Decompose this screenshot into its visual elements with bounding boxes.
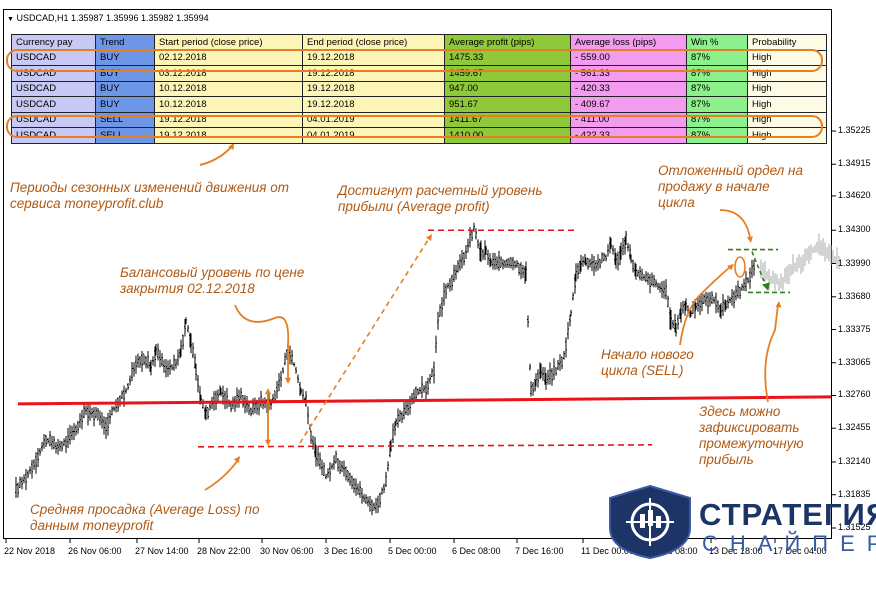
symbol-title: USDCAD,H1 1.35987 1.35996 1.35982 1.3599… <box>16 13 209 23</box>
annotation-arrows <box>199 143 782 491</box>
annotation-target: Достигнут расчетный уровень прибыли (Ave… <box>338 183 543 214</box>
highlight-buy-row <box>6 49 823 72</box>
annotation-partial-profit: Здесь можно зафиксировать промежуточную … <box>699 404 804 467</box>
cell-probability: High <box>747 127 827 144</box>
seasonal-table: Currency pay Trend Start period (close p… <box>11 34 827 144</box>
arrow-target-dashed <box>299 239 429 444</box>
arrow-avg-loss-head <box>233 456 240 463</box>
x-tick-label: 17 Dec 04:00 <box>773 546 827 556</box>
cell-probability: High <box>747 65 827 82</box>
cell-probability: High <box>747 80 827 97</box>
x-tick-label: 26 Nov 06:00 <box>68 546 122 556</box>
sniper-logo-icon <box>609 484 691 560</box>
annotation-avg-loss: Средняя просадка (Average Loss) по данны… <box>30 502 260 533</box>
y-tick-label: 1.34620 <box>838 189 871 200</box>
annotation-seasonal: Периоды сезонных изменений движения от с… <box>10 180 289 211</box>
arrow-balance <box>234 304 290 380</box>
y-tick-label: 1.32455 <box>838 422 871 433</box>
cell-win: 87% <box>686 80 748 97</box>
x-tick-label: 7 Dec 16:00 <box>515 546 564 556</box>
table-row: USDCAD BUY 10.12.2018 19.12.2018 951.67 … <box>11 96 827 113</box>
cell-start: 02.12.2018 <box>154 49 303 66</box>
chart-frame <box>3 9 832 539</box>
y-tick-label: 1.33375 <box>838 323 871 334</box>
col-currency: Currency pay <box>11 34 96 51</box>
highlight-sell-row <box>6 115 823 138</box>
y-tick-label: 1.33680 <box>838 290 871 301</box>
entry-highlight-oval <box>734 256 746 278</box>
arrow-partial-profit-head <box>775 301 782 308</box>
y-tick-label: 1.35225 <box>838 125 871 135</box>
x-tick-label: 13 Dec 18:00 <box>709 546 763 556</box>
cell-end: 04.01.2019 <box>302 127 445 144</box>
annotation-balance: Балансовый уровень по цене закрытия 02.1… <box>120 265 305 296</box>
pending-arrowhead <box>762 282 770 291</box>
cell-avg-loss: - 420.33 <box>570 80 687 97</box>
y-tick-label: 1.31525 <box>838 522 871 532</box>
arrow-pending <box>719 209 751 239</box>
x-tick-label: 27 Nov 14:00 <box>135 546 189 556</box>
y-tick-label: 1.34300 <box>838 224 871 235</box>
cell-avg-loss: - 561.33 <box>570 65 687 82</box>
cell-currency: USDCAD <box>11 127 96 144</box>
col-avg-loss: Average loss (pips) <box>570 34 687 51</box>
arrow-target-head <box>426 234 432 241</box>
annotation-pending: Отложенный ордел на продажу в начале цик… <box>658 163 803 210</box>
arrow-new-cycle-head <box>727 264 734 271</box>
cell-avg-profit: 1459.67 <box>444 65 571 82</box>
arrow-partial-profit <box>764 304 779 403</box>
cell-win: 87% <box>686 49 748 66</box>
balance-level-line <box>17 395 832 406</box>
cell-start: 10.12.2018 <box>154 80 303 97</box>
annotation-new-cycle: Начало нового цикла (SELL) <box>601 347 694 378</box>
average-loss-line <box>197 444 653 448</box>
col-win: Win % <box>686 34 748 51</box>
arrow-drawdown-down-head <box>264 439 272 446</box>
collapse-triangle-icon[interactable]: ▼ <box>7 16 14 23</box>
x-tick-label: 5 Dec 00:00 <box>388 546 437 556</box>
x-tick-label: 28 Nov 22:00 <box>197 546 251 556</box>
y-tick-label: 1.32760 <box>838 389 871 400</box>
cell-end: 19.12.2018 <box>302 96 445 113</box>
arrow-seasonal <box>199 145 233 166</box>
y-tick-label: 1.32140 <box>838 456 871 466</box>
arrow-pending-head <box>746 236 753 243</box>
level-lines <box>17 229 832 448</box>
y-tick-label: 1.31835 <box>838 488 871 499</box>
col-end: End period (close price) <box>302 34 445 51</box>
cell-end: 19.12.2018 <box>302 80 445 97</box>
logo-title: СТРАТЕГИЯ <box>699 497 876 532</box>
col-trend: Trend <box>95 34 155 51</box>
arrow-balance-head <box>284 377 292 384</box>
cell-start: 19.12.2018 <box>154 127 303 144</box>
logo-subtitle: СНАЙПЕР <box>702 531 876 556</box>
cell-avg-profit: 947.00 <box>444 80 571 97</box>
cell-win: 87% <box>686 65 748 82</box>
cell-probability: High <box>747 96 827 113</box>
table-highlights <box>6 49 823 138</box>
cell-trend: SELL <box>95 127 155 144</box>
col-avg-profit: Average profit (pips) <box>444 34 571 51</box>
table-row: USDCAD BUY 10.12.2018 19.12.2018 947.00 … <box>11 80 827 97</box>
y-tick-label: 1.33065 <box>838 356 871 367</box>
x-tick-label: 3 Dec 16:00 <box>324 546 373 556</box>
arrow-avg-loss <box>204 459 239 491</box>
cell-avg-profit: 1410.00 <box>444 127 571 144</box>
chart-header-title: ▼ USDCAD,H1 1.35987 1.35996 1.35982 1.35… <box>7 13 209 23</box>
y-tick-label: 1.33990 <box>838 257 871 268</box>
x-tick-label: 22 Nov 2018 <box>4 546 56 556</box>
x-tick-label: 6 Dec 08:00 <box>452 546 501 556</box>
y-tick-label: 1.34915 <box>838 158 871 169</box>
table-row: USDCAD SELL 19.12.2018 04.01.2019 1410.0… <box>11 127 827 144</box>
x-tick-label: 30 Nov 06:00 <box>260 546 314 556</box>
arrow-seasonal-head <box>228 143 234 150</box>
x-tick-label: 11 Dec 00:00 <box>581 546 634 556</box>
future-candles <box>760 233 840 292</box>
cell-win: 87% <box>686 127 748 144</box>
arrow-new-cycle <box>679 266 731 346</box>
cell-probability: High <box>747 49 827 66</box>
cell-avg-profit: 951.67 <box>444 96 571 113</box>
arrow-drawdown-up-head <box>264 388 272 395</box>
